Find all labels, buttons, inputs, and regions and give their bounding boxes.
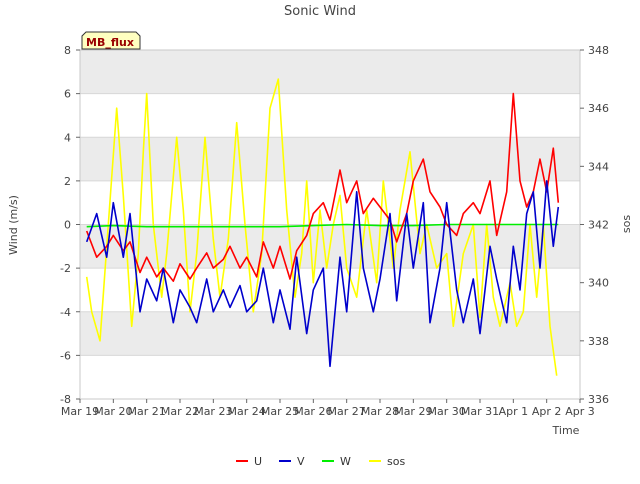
y-tick-label: 0 [64, 219, 71, 232]
y-axis-label: Wind (m/s) [7, 195, 20, 255]
x-tick-label: Mar 28 [361, 405, 399, 418]
y2-tick-label: 336 [588, 393, 609, 406]
y2-tick-label: 340 [588, 277, 609, 290]
y-tick-label: -6 [60, 349, 71, 362]
x-tick-label: Apr 2 [532, 405, 562, 418]
x-tick-label: Mar 19 [61, 405, 99, 418]
x-tick-label: Mar 26 [294, 405, 332, 418]
x-tick-label: Mar 30 [428, 405, 466, 418]
series-line-v [85, 180, 560, 368]
y2-tick-label: 346 [588, 102, 609, 115]
x-tick-label: Apr 1 [499, 405, 529, 418]
legend-label-w: W [340, 455, 351, 468]
x-tick-label: Mar 25 [261, 405, 299, 418]
x-tick-label: Mar 20 [94, 405, 132, 418]
legend-label-u: U [254, 455, 262, 468]
x-tick-label: Mar 24 [228, 405, 266, 418]
y2-tick-label: 344 [588, 160, 609, 173]
y2-axis-label: sos [620, 215, 633, 233]
series-lines [85, 78, 560, 376]
badge-label: MB_flux [86, 36, 134, 49]
x-tick-label: Mar 21 [128, 405, 166, 418]
y-tick-label: -4 [60, 306, 71, 319]
y2-tick-label: 342 [588, 219, 609, 232]
legend-label-sos: sos [387, 455, 405, 468]
mb-flux-badge: MB_flux [81, 31, 141, 50]
y-tick-label: -2 [60, 262, 71, 275]
y-tick-label: 4 [64, 131, 71, 144]
y-tick-label: 2 [64, 175, 71, 188]
badge-box [81, 31, 141, 50]
y-tick-label: -8 [60, 393, 71, 406]
y-axis-ticks: -8 -6 -4 -2 0 2 4 6 8 [60, 44, 80, 406]
chart-title: Sonic Wind [284, 4, 356, 19]
grid-band [80, 50, 580, 94]
x-tick-label: Mar 31 [461, 405, 499, 418]
series-line-sos [85, 78, 558, 376]
y2-tick-label: 348 [588, 44, 609, 57]
x-tick-label: Apr 3 [565, 405, 595, 418]
grid-band [80, 137, 580, 181]
y2-axis-ticks: 336 338 340 342 344 346 348 [580, 44, 609, 406]
grid-band [80, 311, 580, 356]
x-tick-label: Mar 23 [194, 405, 232, 418]
y-tick-label: 6 [64, 88, 71, 101]
legend-label-v: V [297, 455, 305, 468]
x-tick-label: Mar 22 [161, 405, 199, 418]
x-axis-label: Time [552, 424, 580, 437]
series-line-w [86, 223, 559, 228]
x-tick-label: Mar 29 [394, 405, 432, 418]
y-tick-label: 8 [64, 44, 71, 57]
x-tick-label: Mar 27 [328, 405, 366, 418]
y2-tick-label: 338 [588, 335, 609, 348]
series-line-u [85, 92, 560, 283]
